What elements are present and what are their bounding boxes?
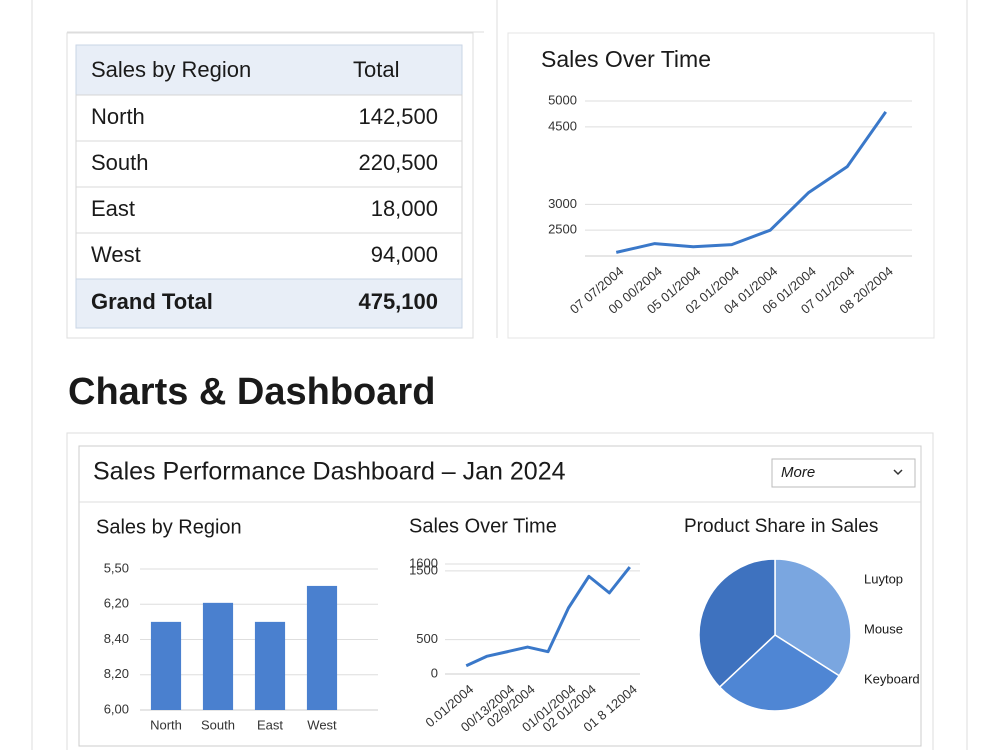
y-tick-label: 1600 (409, 555, 438, 570)
menu-box[interactable] (771, 458, 916, 488)
table-footer-cell: 475,100 (358, 289, 438, 314)
y-tick-label: 5,50 (104, 560, 129, 575)
x-tick-label: West (307, 717, 337, 732)
y-tick-label: 3000 (548, 196, 577, 211)
chart-title: Sales Over Time (541, 46, 711, 72)
table-cell: 94,000 (371, 242, 438, 267)
table-cell: East (91, 196, 135, 221)
table-cell: 220,500 (358, 150, 438, 175)
table-header-cell: Sales by Region (91, 57, 251, 82)
bar (202, 602, 234, 710)
dashboard-title: Sales Performance Dashboard – Jan 2024 (93, 458, 566, 486)
y-tick-label: 0 (431, 665, 438, 680)
y-tick-label: 1500 (409, 562, 438, 577)
legend-label: Mouse (864, 621, 903, 636)
table-cell: West (91, 242, 141, 267)
table-footer-cell: Grand Total (91, 289, 213, 314)
legend-label: Keyboard (864, 671, 920, 686)
menu-button[interactable]: More (771, 458, 916, 488)
pie-slice (698, 558, 776, 689)
y-tick-label: 2500 (548, 222, 577, 237)
y-tick-label: 8,20 (104, 666, 129, 681)
table-cell: 142,500 (358, 104, 438, 129)
table-footer-bg (75, 278, 463, 329)
menu-label[interactable]: More (781, 464, 815, 481)
y-tick-label: 8,40 (104, 631, 129, 646)
table-cell: 18,000 (371, 196, 438, 221)
table-header-bg (75, 44, 463, 96)
section-title: Charts & Dashboard (68, 371, 435, 413)
legend-label: Luytop (864, 571, 903, 586)
y-tick-label: 5000 (548, 92, 577, 107)
x-tick-label: South (201, 717, 235, 732)
chart-card (507, 32, 935, 339)
line-series (465, 566, 631, 668)
bar (306, 585, 338, 710)
x-tick-label: North (150, 717, 182, 732)
x-tick-label: East (257, 717, 283, 732)
table-cell: South (91, 150, 149, 175)
y-tick-label: 500 (416, 631, 438, 646)
y-tick-label: 6,20 (104, 596, 129, 611)
chart-title: Sales by Region (96, 516, 242, 538)
bar (150, 621, 182, 710)
table-cell: North (91, 104, 145, 129)
bar (254, 621, 286, 710)
chart-title: Sales Over Time (409, 515, 557, 537)
y-tick-label: 4500 (548, 118, 577, 133)
chart-title: Product Share in Sales (684, 516, 878, 537)
y-tick-label: 6,00 (104, 701, 129, 716)
table-header-cell: Total (353, 57, 399, 82)
pie-slice (718, 634, 841, 712)
line-series (615, 110, 887, 254)
menu-chevron[interactable] (893, 469, 903, 476)
